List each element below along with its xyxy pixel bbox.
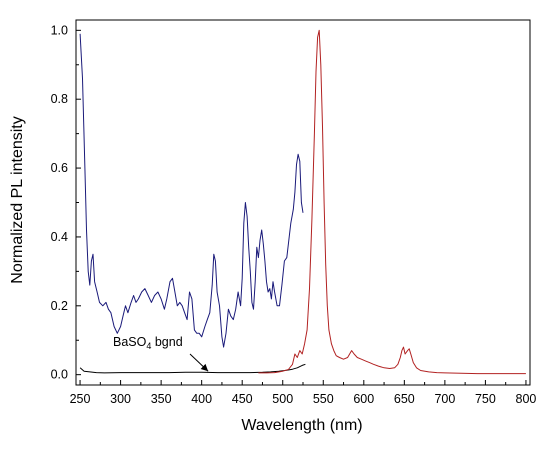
y-ticks: 0.0 0.2 0.4 0.6 0.8 1.0	[51, 23, 81, 382]
x-tick-label: 350	[151, 392, 172, 406]
x-tick-label: 250	[70, 392, 91, 406]
series-group	[79, 29, 526, 375]
y-tick-label: 0.8	[51, 92, 68, 106]
annotation-group: BaSO4 bgnd	[113, 335, 209, 372]
x-tick-label: 400	[191, 392, 212, 406]
y-tick-label: 1.0	[51, 23, 68, 37]
x-axis-label: Wavelength (nm)	[241, 417, 362, 434]
x-tick-label: 450	[232, 392, 253, 406]
y-axis-label: Normalized PL intensity	[9, 116, 26, 283]
x-tick-label: 550	[313, 392, 334, 406]
x-ticks: 250 300 350 400 450 500 550 600 650 700 750 800	[70, 380, 537, 406]
x-tick-label: 700	[434, 392, 455, 406]
y-tick-label: 0.6	[51, 161, 68, 175]
excitation-series-line	[79, 33, 304, 348]
x-tick-label: 800	[516, 392, 537, 406]
baso4-background-line	[79, 363, 306, 374]
x-tick-label: 500	[272, 392, 293, 406]
annotation-arrow-head	[200, 363, 209, 372]
x-tick-label: 300	[110, 392, 131, 406]
emission-series-line	[258, 29, 526, 375]
x-tick-label: 600	[353, 392, 374, 406]
y-tick-label: 0.0	[51, 368, 68, 382]
y-tick-label: 0.4	[51, 230, 68, 244]
plot-frame	[75, 19, 531, 386]
y-tick-label: 0.2	[51, 299, 68, 313]
x-tick-label: 650	[394, 392, 415, 406]
x-tick-label: 750	[475, 392, 496, 406]
baso4-annotation-label: BaSO4 bgnd	[113, 335, 183, 351]
